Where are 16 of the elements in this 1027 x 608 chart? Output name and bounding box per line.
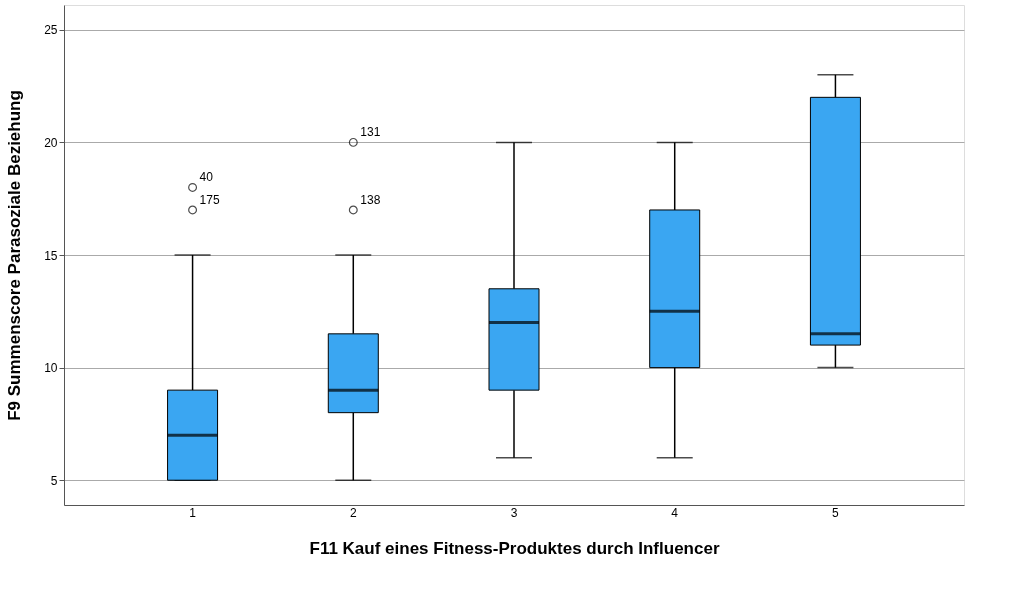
y-tick-label: 25 bbox=[44, 23, 58, 38]
x-tick-label: 2 bbox=[349, 505, 357, 520]
annotation: 131 bbox=[360, 125, 381, 140]
annotation: 40 bbox=[199, 170, 214, 185]
y-tick-label: 20 bbox=[44, 135, 58, 150]
x-tick-label: 4 bbox=[671, 505, 679, 520]
y-tick-label: 5 bbox=[50, 473, 58, 488]
x-tick-label: 5 bbox=[832, 505, 840, 520]
y-tick-label: 10 bbox=[44, 361, 58, 376]
annotation: 175 bbox=[199, 192, 220, 207]
y-tick-label: 15 bbox=[44, 248, 58, 263]
annotation: 138 bbox=[360, 192, 381, 207]
x-tick-label: 1 bbox=[189, 505, 197, 520]
x-tick-label: 3 bbox=[510, 505, 518, 520]
y-axis-title: F9 Summenscore Parasoziale Beziehung bbox=[5, 90, 25, 421]
x-axis-title: F11 Kauf eines Fitness-Produktes durch Influencer bbox=[309, 538, 720, 558]
